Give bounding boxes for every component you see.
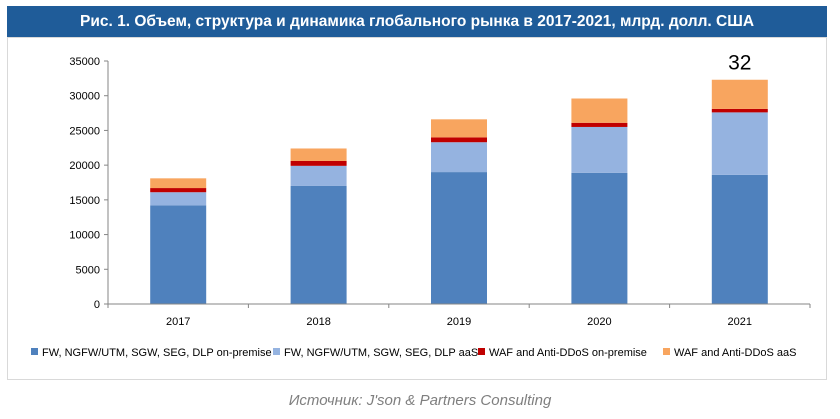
bars [150,79,768,304]
bar-segment [290,160,347,166]
y-axis: 0 5000 10000 15000 20000 25000 30000 35000 [69,56,109,311]
x-tick-label: 2020 [587,316,611,328]
bar-segment [150,192,207,206]
bar-segment [290,185,347,304]
x-tick-label: 2019 [447,316,471,328]
bar-segment [571,172,628,304]
y-tick-label: 20000 [69,160,100,172]
y-tick-label: 0 [94,299,100,311]
legend: FW, NGFW/UTM, SGW, SEG, DLP on-premise FW… [31,347,796,359]
stacked-bar-chart: 0 5000 10000 15000 20000 25000 30000 35000 2017… [31,52,811,359]
bar-segment [431,119,487,138]
legend-label: WAF and Anti-DDoS aaS [674,347,796,359]
x-tick-label: 2021 [728,316,752,328]
chart-title: Рис. 1. Объем, структура и динамика глоб… [7,6,827,37]
bar-segment [150,205,207,304]
y-tick-label: 10000 [69,230,100,242]
legend-label: FW, NGFW/UTM, SGW, SEG, DLP on-premise [42,347,272,359]
y-tick-label: 5000 [76,264,100,276]
y-tick-label: 15000 [69,195,100,207]
bar-segment [571,122,628,127]
legend-swatch [663,348,670,355]
legend-swatch [31,348,38,355]
x-axis: 2017 2018 2019 2020 2021 [107,303,811,328]
total-annotation: 32 [728,52,751,75]
y-tick-label: 30000 [69,91,100,103]
x-tick-label: 2017 [166,316,190,328]
source-caption: Источник: J'son & Partners Consulting [288,392,552,409]
bar-segment [711,112,768,175]
annotations: 32 [728,52,751,75]
y-tick-label: 25000 [69,125,100,137]
bar-segment [431,142,487,173]
bar-segment [290,165,347,186]
legend-label: FW, NGFW/UTM, SGW, SEG, DLP aaS [284,347,478,359]
bar-segment [431,172,487,304]
legend-swatch [478,348,485,355]
bar-segment [711,79,768,109]
legend-label: WAF and Anti-DDoS on-premise [489,347,647,359]
chart-frame [7,37,827,380]
bar-segment [711,174,768,304]
bar-segment [150,178,207,189]
legend-swatch [273,348,280,355]
bar-segment [711,108,768,113]
bar-segment [290,148,347,161]
bar-segment [571,126,628,173]
bar-segment [431,137,487,143]
x-tick-label: 2018 [306,316,330,328]
bar-segment [571,98,628,123]
bar-segment [150,188,207,193]
y-tick-label: 35000 [69,56,100,68]
